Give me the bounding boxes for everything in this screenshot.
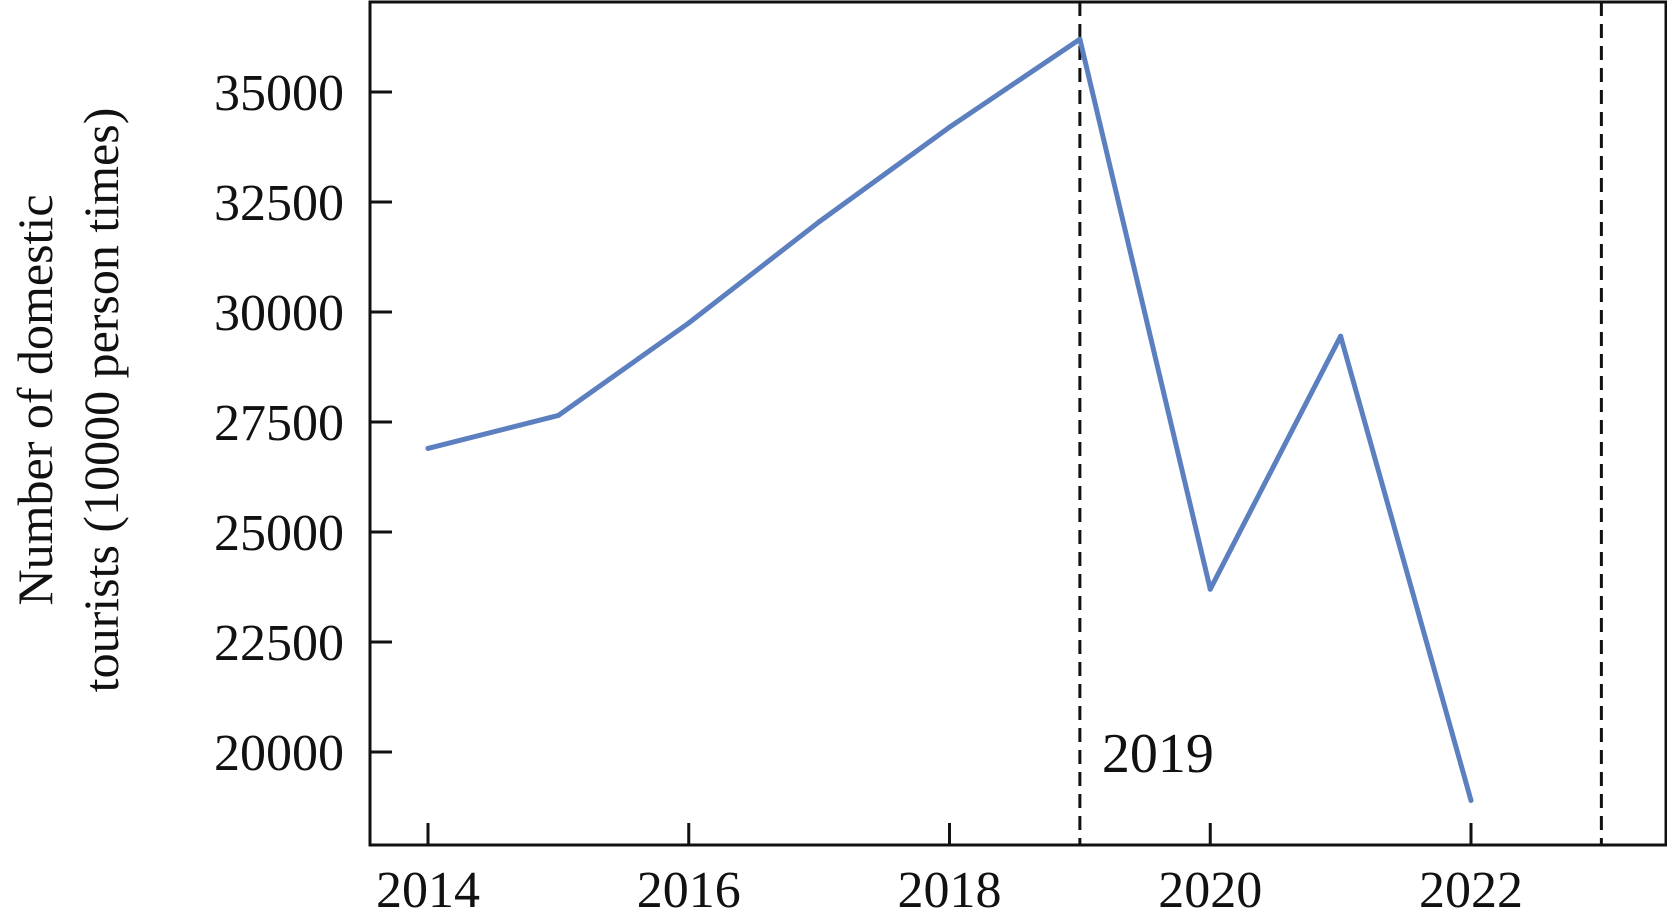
- x-tick-label: 2022: [1419, 862, 1523, 919]
- data-point: [1077, 36, 1083, 42]
- y-tick-label: 30000: [214, 285, 344, 342]
- data-point: [686, 320, 692, 326]
- x-tick-label: 2016: [637, 862, 741, 919]
- x-tick-label: 2020: [1158, 862, 1262, 919]
- data-point: [425, 445, 431, 451]
- data-point: [1468, 797, 1474, 803]
- data-point: [947, 124, 952, 130]
- annotation-label: 2019: [1102, 723, 1214, 785]
- y-axis-label-line-1: Number of domestic: [7, 194, 63, 605]
- y-tick-label: 25000: [214, 505, 344, 562]
- y-tick-label: 22500: [214, 615, 344, 672]
- y-tick-label: 35000: [214, 65, 344, 122]
- y-tick-label: 20000: [214, 725, 344, 782]
- data-point: [1338, 333, 1344, 339]
- y-tick-label: 27500: [214, 395, 344, 452]
- data-point: [816, 219, 822, 225]
- y-axis-label: Number of domestic tourists (10000 perso…: [7, 108, 129, 693]
- y-tick-label: 32500: [214, 175, 344, 232]
- y-axis-label-line-2: tourists (10000 person times): [73, 108, 129, 693]
- x-tick-label: 2014: [376, 862, 480, 919]
- x-tick-label: 2018: [898, 862, 1002, 919]
- data-point: [1207, 586, 1213, 592]
- series-line: [425, 36, 1474, 803]
- data-point: [555, 412, 561, 418]
- plot-frame: [368, 0, 1667, 847]
